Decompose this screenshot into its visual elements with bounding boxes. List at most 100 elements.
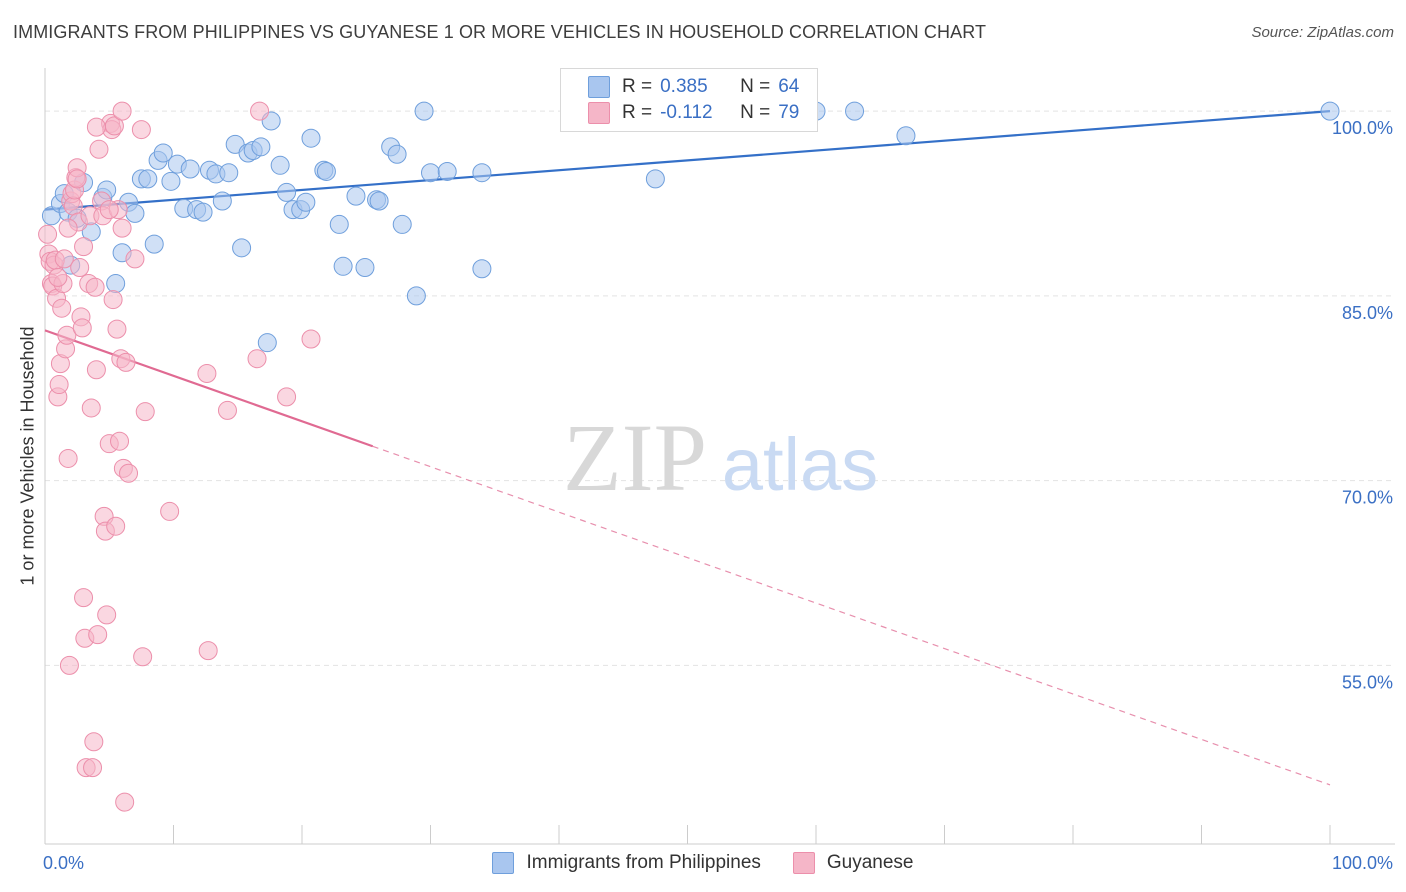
point-guyanese <box>135 402 155 422</box>
point-guyanese <box>84 732 104 752</box>
point-philippines <box>421 163 440 183</box>
point-philippines <box>153 143 173 163</box>
data-points <box>38 101 1340 812</box>
point-guyanese <box>48 267 68 287</box>
series-legend: Immigrants from Philippines Guyanese <box>0 852 1406 874</box>
watermark-atlas: atlas <box>722 423 878 506</box>
source-label: Source: ZipAtlas.com <box>1251 24 1394 41</box>
point-guyanese <box>112 218 132 238</box>
point-philippines <box>161 171 181 191</box>
point-guyanese <box>103 290 123 310</box>
point-guyanese <box>54 249 74 269</box>
point-philippines <box>387 144 407 164</box>
stats-row-philippines: R = 0.385 N = 64 <box>561 74 799 100</box>
point-guyanese <box>49 375 69 395</box>
point-philippines <box>1320 101 1340 121</box>
point-philippines <box>212 191 232 211</box>
r-value: -0.112 <box>660 102 713 123</box>
point-philippines <box>896 126 916 146</box>
point-guyanese <box>99 200 119 220</box>
point-guyanese <box>106 516 126 536</box>
point-guyanese <box>197 363 217 383</box>
point-guyanese <box>107 319 127 339</box>
point-philippines <box>472 163 492 183</box>
point-philippines <box>346 186 366 206</box>
n-label: N = <box>740 76 771 97</box>
point-guyanese <box>57 325 77 345</box>
point-guyanese <box>81 398 101 418</box>
point-guyanese <box>86 117 106 137</box>
axes <box>44 68 1395 845</box>
point-guyanese <box>247 349 267 369</box>
point-guyanese <box>116 352 136 372</box>
point-philippines <box>406 286 426 306</box>
y-tick-label: 100.0% <box>1332 118 1393 138</box>
point-philippines <box>296 192 316 212</box>
point-philippines <box>232 238 252 258</box>
point-guyanese <box>85 277 105 297</box>
watermark-zip: ZIP <box>563 404 707 511</box>
trend-line-solid <box>44 329 374 448</box>
tick-labels: 100.0% 85.0% 70.0% 55.0% 0.0% 100.0% <box>43 118 1393 873</box>
point-guyanese <box>59 655 79 675</box>
legend-swatch-philippines <box>492 852 515 874</box>
n-value: 64 <box>778 76 800 97</box>
point-philippines <box>138 169 158 189</box>
point-philippines <box>472 259 492 279</box>
point-guyanese <box>83 758 103 778</box>
point-guyanese <box>115 792 135 812</box>
point-guyanese <box>198 641 218 661</box>
point-philippines <box>125 203 145 223</box>
x-tick-label: 0.0% <box>43 853 84 873</box>
point-philippines <box>369 191 389 211</box>
point-guyanese <box>52 298 72 318</box>
chart-title: IMMIGRANTS FROM PHILIPPINES VS GUYANESE … <box>13 22 987 42</box>
y-tick-label: 70.0% <box>1342 488 1393 508</box>
point-philippines <box>329 214 349 234</box>
legend-label-philippines: Immigrants from Philippines <box>526 852 761 873</box>
point-philippines <box>219 163 239 183</box>
x-tick-label: 100.0% <box>1332 853 1393 873</box>
point-philippines <box>645 169 665 189</box>
point-philippines <box>277 182 297 202</box>
point-philippines <box>106 274 126 294</box>
point-philippines <box>333 256 353 276</box>
watermark: ZIP atlas <box>563 404 878 511</box>
trend-lines <box>44 110 1331 786</box>
trend-line-dashed <box>372 445 1331 786</box>
point-philippines <box>392 214 412 234</box>
point-philippines <box>251 137 271 157</box>
legend-item-guyanese[interactable]: Guyanese <box>792 852 914 874</box>
point-guyanese <box>74 237 94 257</box>
n-label: N = <box>740 102 771 123</box>
point-philippines <box>355 258 375 278</box>
legend-item-philippines[interactable]: Immigrants from Philippines <box>492 852 761 874</box>
y-tick-label: 85.0% <box>1342 303 1393 323</box>
point-guyanese <box>131 120 151 140</box>
r-label: R = <box>622 76 653 97</box>
point-philippines <box>180 159 200 179</box>
point-guyanese <box>70 258 90 278</box>
point-guyanese <box>86 360 106 380</box>
point-philippines <box>257 333 277 353</box>
point-guyanese <box>58 218 78 238</box>
legend-swatch-guyanese <box>792 852 815 874</box>
point-philippines <box>301 128 321 148</box>
n-value: 79 <box>778 102 800 123</box>
point-guyanese <box>89 139 109 159</box>
point-guyanese <box>160 501 180 521</box>
r-label: R = <box>622 102 653 123</box>
point-guyanese <box>88 625 108 645</box>
stats-row-guyanese: R = -0.112 N = 79 <box>561 100 799 126</box>
point-guyanese <box>301 329 321 349</box>
point-philippines <box>845 101 865 121</box>
point-philippines <box>316 161 336 181</box>
point-guyanese <box>133 647 153 667</box>
point-philippines <box>193 202 213 222</box>
point-guyanese <box>119 463 139 483</box>
legend-label-guyanese: Guyanese <box>826 852 914 873</box>
point-guyanese <box>110 431 130 451</box>
r-value: 0.385 <box>660 76 708 97</box>
legend-swatch-philippines <box>588 76 610 98</box>
